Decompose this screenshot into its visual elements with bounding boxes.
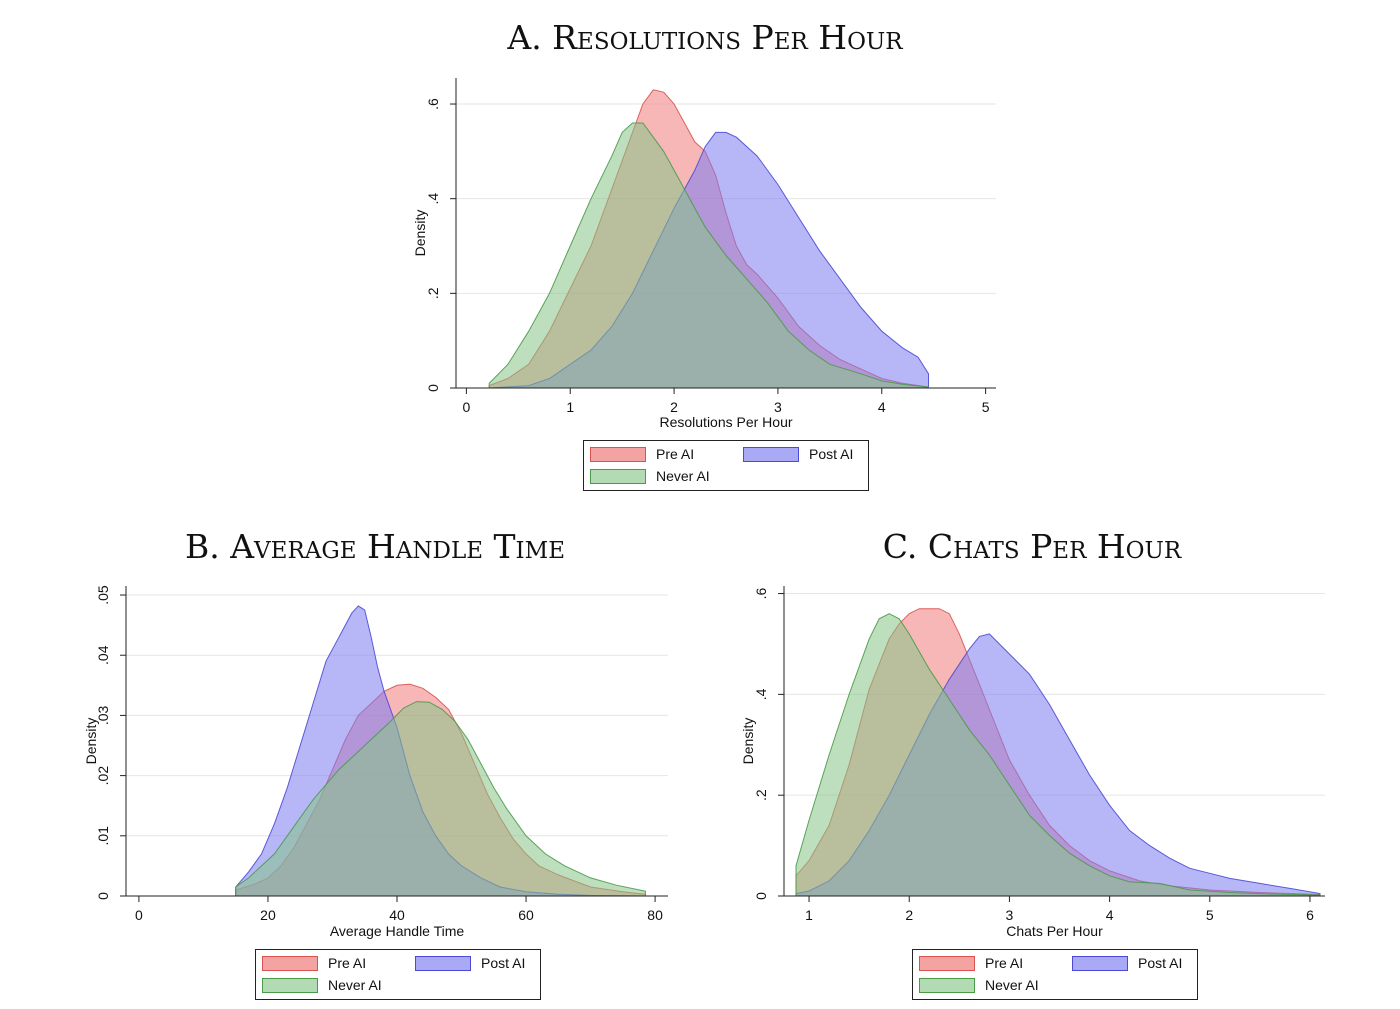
legend-swatch-post-ai (743, 446, 799, 462)
y-tick-label: 0 (425, 384, 441, 392)
legend-label-never-ai: Never AI (656, 468, 710, 484)
y-tick-label: .4 (425, 193, 441, 205)
y-axis-label: Density (740, 718, 756, 765)
legend-swatch-pre-ai (262, 955, 318, 971)
legend-c: Pre AI Post AI Never AI (912, 949, 1198, 1000)
legend-swatch-never-ai (919, 977, 975, 993)
x-tick-label: 5 (1206, 907, 1214, 923)
y-axis-label: Density (83, 718, 99, 765)
x-tick-label: 2 (670, 399, 678, 415)
panel-c-title: C. Chats Per Hour (882, 527, 1182, 566)
legend-swatch-never-ai (590, 468, 646, 484)
y-tick-label: .2 (425, 287, 441, 299)
density-area-never-ai (235, 701, 646, 897)
legend-label-post-ai: Post AI (1138, 955, 1183, 971)
x-tick-label: 3 (774, 399, 782, 415)
legend-swatch-post-ai (1072, 955, 1128, 971)
legend-label-pre-ai: Pre AI (985, 955, 1024, 971)
x-tick-label: 1 (566, 399, 574, 415)
legend-swatch-post-ai (415, 955, 471, 971)
x-tick-label: 1 (805, 907, 813, 923)
density-area-never-ai (795, 613, 1321, 897)
x-tick-label: 80 (647, 907, 663, 923)
legend-item-never-ai: Never AI (262, 977, 382, 993)
legend-a: Pre AI Post AI Never AI (583, 440, 869, 491)
legend-label-post-ai: Post AI (809, 446, 854, 462)
x-tick-label: 0 (135, 907, 143, 923)
y-tick-label: 0 (753, 892, 769, 900)
legend-item-never-ai: Never AI (590, 468, 710, 484)
panel-b-title: B. Average Handle Time (185, 527, 565, 566)
legend-b: Pre AI Post AI Never AI (255, 949, 541, 1000)
x-tick-label: 20 (260, 907, 276, 923)
y-tick-label: .2 (753, 789, 769, 801)
y-axis-label: Density (412, 210, 428, 257)
legend-swatch-pre-ai (590, 446, 646, 462)
x-tick-label: 60 (518, 907, 534, 923)
y-tick-label: .6 (753, 588, 769, 600)
x-tick-label: 6 (1306, 907, 1314, 923)
x-tick-label: 4 (878, 399, 886, 415)
y-tick-label: .02 (95, 766, 111, 786)
y-tick-label: 0 (95, 892, 111, 900)
x-axis-label: Average Handle Time (330, 923, 465, 939)
x-tick-label: 3 (1006, 907, 1014, 923)
legend-item-pre-ai: Pre AI (919, 955, 1023, 971)
density-area-never-ai (488, 122, 929, 389)
legend-label-never-ai: Never AI (328, 977, 382, 993)
y-tick-label: .01 (95, 826, 111, 846)
x-axis-label: Chats Per Hour (1006, 923, 1103, 939)
x-tick-label: 5 (982, 399, 990, 415)
legend-item-pre-ai: Pre AI (590, 446, 694, 462)
legend-swatch-never-ai (262, 977, 318, 993)
legend-item-post-ai: Post AI (1072, 955, 1182, 971)
legend-label-pre-ai: Pre AI (656, 446, 695, 462)
legend-label-never-ai: Never AI (985, 977, 1039, 993)
legend-item-pre-ai: Pre AI (262, 955, 366, 971)
legend-item-post-ai: Post AI (743, 446, 853, 462)
legend-item-never-ai: Never AI (919, 977, 1039, 993)
y-tick-label: .4 (753, 688, 769, 700)
y-tick-label: .6 (425, 98, 441, 110)
x-tick-label: 40 (389, 907, 405, 923)
panel-a-title: A. Resolutions Per Hour (507, 18, 903, 57)
x-tick-label: 0 (462, 399, 470, 415)
x-axis-label: Resolutions Per Hour (659, 414, 792, 430)
legend-label-post-ai: Post AI (481, 955, 526, 971)
y-tick-label: .03 (95, 705, 111, 725)
y-tick-label: .04 (95, 645, 111, 665)
legend-label-pre-ai: Pre AI (328, 955, 367, 971)
legend-swatch-pre-ai (919, 955, 975, 971)
x-tick-label: 4 (1106, 907, 1114, 923)
y-tick-label: .05 (95, 585, 111, 605)
legend-item-post-ai: Post AI (415, 955, 525, 971)
x-tick-label: 2 (905, 907, 913, 923)
